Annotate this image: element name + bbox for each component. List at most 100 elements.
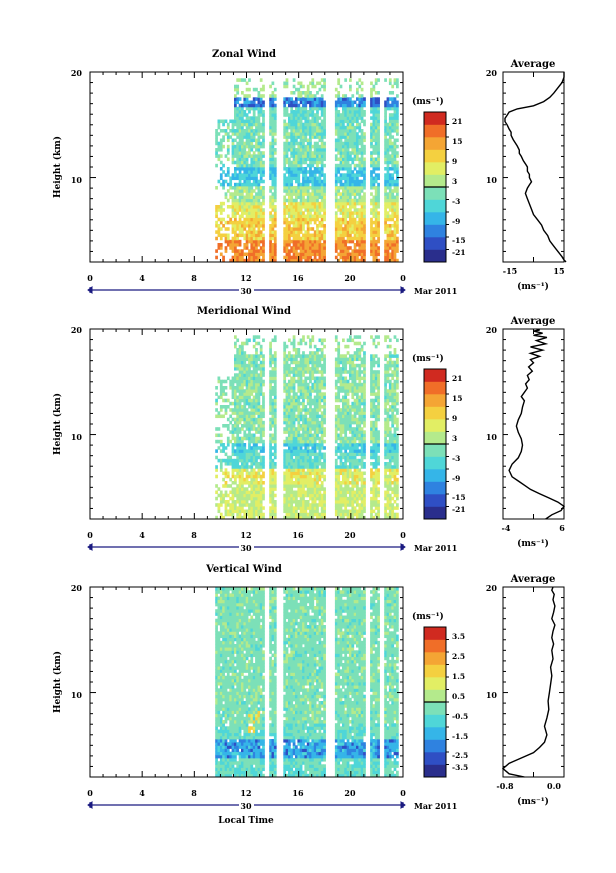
heatmap-cell bbox=[234, 151, 237, 155]
heatmap-cell bbox=[391, 198, 395, 203]
heatmap-cell bbox=[250, 389, 254, 393]
heatmap-cell bbox=[241, 351, 244, 355]
heatmap-cell bbox=[288, 239, 291, 244]
heatmap-cell bbox=[344, 173, 348, 177]
heatmap-cell bbox=[311, 436, 315, 441]
heatmap-cell bbox=[337, 252, 341, 257]
heatmap-cell bbox=[243, 452, 247, 457]
heatmap-cell bbox=[285, 220, 289, 225]
heatmap-cell bbox=[257, 205, 261, 209]
heatmap-cell bbox=[295, 236, 298, 241]
heatmap-cell bbox=[334, 176, 338, 181]
heatmap-cell bbox=[304, 405, 308, 409]
heatmap-cell bbox=[372, 198, 376, 203]
heatmap-cell bbox=[316, 129, 319, 133]
heatmap-cell bbox=[344, 258, 348, 262]
heatmap-cell bbox=[374, 78, 378, 82]
heatmap-cell bbox=[231, 465, 235, 469]
heatmap-cell bbox=[243, 382, 247, 387]
heatmap-cell bbox=[313, 477, 317, 482]
heatmap-cell bbox=[259, 376, 263, 381]
heatmap-cell bbox=[238, 163, 242, 168]
heatmap-cell bbox=[250, 106, 254, 111]
heatmap-cell bbox=[374, 151, 378, 155]
heatmap-cell bbox=[241, 465, 244, 469]
heatmap-cell bbox=[255, 512, 258, 517]
heatmap-cell bbox=[215, 392, 218, 396]
heatmap-cell bbox=[231, 500, 235, 504]
heatmap-cell bbox=[250, 217, 254, 222]
heatmap-cell bbox=[306, 354, 310, 358]
heatmap-cell bbox=[295, 427, 298, 431]
heatmap-cell bbox=[353, 119, 357, 124]
heatmap-cell bbox=[374, 192, 378, 196]
heatmap-cell bbox=[257, 100, 261, 105]
heatmap-cell bbox=[320, 515, 324, 519]
heatmap-cell bbox=[262, 367, 265, 371]
heatmap-cell bbox=[234, 509, 237, 514]
heatmap-cell bbox=[363, 163, 366, 168]
heatmap-cell bbox=[241, 113, 244, 117]
heatmap-cell bbox=[316, 414, 319, 419]
heatmap-cell bbox=[238, 477, 242, 482]
heatmap-cell bbox=[262, 170, 265, 174]
heatmap-cell bbox=[241, 258, 244, 262]
heatmap-cell bbox=[358, 249, 362, 253]
heatmap-cell bbox=[302, 436, 305, 441]
heatmap-cell bbox=[290, 439, 294, 444]
heatmap-cell bbox=[393, 252, 397, 257]
heatmap-cell bbox=[273, 151, 277, 155]
heatmap-cell bbox=[236, 249, 240, 253]
heatmap-cell bbox=[313, 503, 317, 507]
heatmap-cell bbox=[356, 135, 359, 139]
heatmap-cell bbox=[245, 201, 249, 206]
heatmap-cell bbox=[386, 100, 390, 105]
heatmap-cell bbox=[269, 341, 272, 346]
heatmap-cell bbox=[304, 515, 308, 519]
heatmap-cell bbox=[224, 192, 228, 196]
heatmap-cell bbox=[285, 249, 289, 253]
heatmap-cell bbox=[339, 182, 343, 187]
heatmap-cell bbox=[238, 354, 242, 358]
heatmap-cell bbox=[297, 151, 301, 155]
heatmap-cell bbox=[360, 173, 364, 177]
heatmap-cell bbox=[297, 379, 301, 384]
heatmap-cell bbox=[384, 106, 387, 111]
heatmap-cell bbox=[271, 91, 275, 95]
heatmap-cell bbox=[334, 481, 338, 485]
heatmap-cell bbox=[311, 420, 315, 425]
heatmap-cell bbox=[306, 506, 310, 510]
heatmap-cell bbox=[374, 91, 378, 95]
heatmap-cell bbox=[297, 173, 301, 177]
heatmap-cell bbox=[306, 249, 310, 253]
heatmap-cell bbox=[353, 220, 357, 225]
heatmap-cell bbox=[304, 382, 308, 387]
heatmap-cell bbox=[222, 379, 225, 384]
heatmap-cell bbox=[250, 484, 254, 488]
heatmap-cell bbox=[238, 515, 242, 519]
heatmap-cell bbox=[372, 230, 376, 234]
heatmap-cell bbox=[222, 208, 225, 212]
heatmap-cell bbox=[311, 462, 315, 466]
heatmap-cell bbox=[396, 160, 399, 165]
heatmap-cell bbox=[318, 386, 322, 390]
heatmap-cell bbox=[299, 370, 303, 374]
heatmap-cell bbox=[353, 167, 357, 171]
heatmap-cell bbox=[396, 154, 399, 158]
heatmap-cell bbox=[292, 436, 296, 441]
heatmap-cell bbox=[309, 376, 312, 381]
heatmap-cell bbox=[358, 224, 362, 228]
heatmap-cell bbox=[377, 258, 380, 262]
heatmap-cell bbox=[255, 170, 258, 174]
heatmap-cell bbox=[356, 125, 359, 130]
heatmap-cell bbox=[372, 246, 376, 250]
heatmap-cell bbox=[318, 370, 322, 374]
heatmap-cell bbox=[320, 205, 324, 209]
heatmap-cell bbox=[304, 414, 308, 419]
heatmap-cell bbox=[313, 512, 317, 517]
heatmap-cell bbox=[349, 167, 352, 171]
heatmap-cell bbox=[370, 132, 373, 136]
heatmap-cell bbox=[349, 176, 352, 181]
heatmap-cell bbox=[217, 243, 221, 247]
heatmap-cell bbox=[372, 179, 376, 184]
